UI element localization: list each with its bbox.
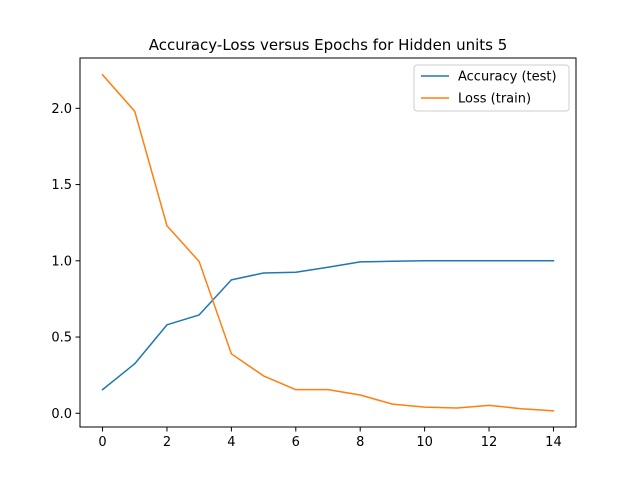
y-tick-label: 0.5: [51, 331, 72, 346]
x-tick-label: 4: [227, 435, 235, 450]
x-tick-label: 0: [98, 435, 106, 450]
series-layer: [101, 73, 555, 412]
x-tick-label: 14: [545, 435, 562, 450]
y-tick-label: 2.0: [51, 102, 72, 117]
x-tick-label: 8: [356, 435, 364, 450]
x-tick-label: 12: [481, 435, 498, 450]
x-tick-label: 2: [163, 435, 171, 450]
y-tick-label: 1.5: [51, 178, 72, 193]
axes-layer: 0 2 4 6 8 10 12 14 0.0 0.5 1.0 1.5 2.0: [51, 57, 577, 450]
series-line-1: [101, 260, 555, 391]
axes-frame: [79, 57, 577, 428]
legend: Accuracy (test) Loss (train): [413, 64, 570, 112]
x-tick-label: 10: [416, 435, 433, 450]
series-line-2: [101, 73, 555, 412]
legend-box: [413, 64, 570, 112]
x-tick-label: 6: [292, 435, 300, 450]
legend-label-2: Loss (train): [458, 92, 531, 107]
y-tick-label: 0.0: [51, 407, 72, 422]
y-tick-label: 1.0: [51, 254, 72, 269]
chart-title: Accuracy-Loss versus Epochs for Hidden u…: [149, 36, 508, 54]
legend-label-1: Accuracy (test): [458, 70, 557, 85]
